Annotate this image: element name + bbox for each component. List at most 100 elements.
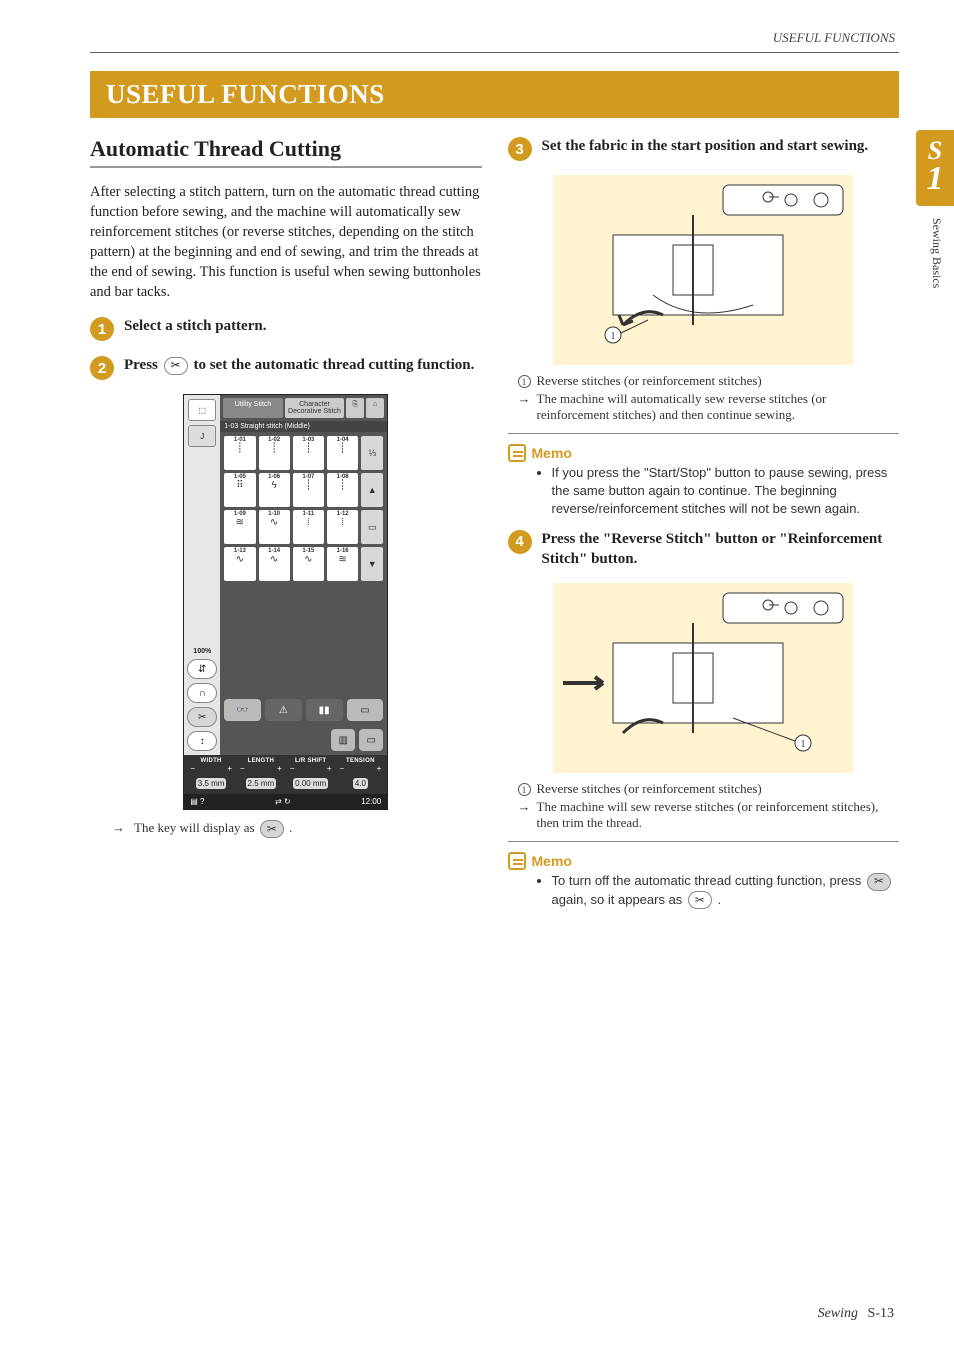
subsection-heading: Automatic Thread Cutting [90,136,482,168]
sewing-diagram-1: 1 [553,175,853,365]
lcd-stitch-cell: 1-12⦙ [327,510,358,544]
lcd-toolbar-button: ▭ [347,699,384,721]
step-3: 3 Set the fabric in the start position a… [508,136,900,161]
callout-text: Reverse stitches (or reinforcement stitc… [537,781,762,797]
lcd-stitch-cell: 1-05⠿ [224,473,255,507]
result-note: The key will display as ✂ . [112,820,482,838]
scissors-button-icon: ✂ [164,357,188,375]
lcd-stitch-grid: 1-01┊1-02┊1-03┊1-04┊⅓ 1-05⠿1-06ϟ1-07┊1-08… [220,432,387,695]
step-4: 4 Press the "Reverse Stitch" button or "… [508,529,900,570]
header-rule [90,52,899,53]
sewing-diagram-2: 1 [553,583,853,773]
scissors-button-icon: ✂ [867,873,891,891]
diagram-callouts: 1 Reverse stitches (or reinforcement stit… [518,781,900,797]
side-tab-label: Sewing Basics [924,218,944,288]
lcd-toolbar-button: ▭ [359,729,383,751]
memo-icon [508,444,526,462]
lcd-tab: Utility Stitch [223,398,283,418]
scissors-button-icon: ✂ [688,891,712,909]
lcd-oval-button: ⇵ [187,659,217,679]
step-2: 2 Press ✂ to set the automatic thread cu… [90,355,482,380]
step-text: Select a stitch pattern. [124,316,482,336]
lcd-stitch-cell: 1-09≋ [224,510,255,544]
lcd-stitch-cell: 1-02┊ [259,436,290,470]
diagram-arrow-note: The machine will sew reverse stitches (o… [518,799,900,831]
lcd-stitch-cell: 1-13∿ [224,547,255,581]
step-number-badge: 3 [508,137,532,161]
memo-label: Memo [532,853,572,869]
lcd-tab: Character Decorative Stitch [285,398,345,418]
result-text-a: The key will display as [134,820,258,835]
lcd-left-sidebar: ⬚ J 100% ⇵ ∩ ✂ ↕ [184,395,220,755]
lcd-stitch-cell: 1-10∿ [259,510,290,544]
svg-text:1: 1 [611,331,616,342]
callout-number: 1 [518,783,531,796]
step2-text-b: to set the automatic thread cutting func… [193,357,474,373]
step-text: Press the "Reverse Stitch" button or "Re… [542,529,900,570]
memo-box-2: Memo To turn off the automatic thread cu… [508,852,900,909]
arrow-note-text: The machine will automatically sew rever… [537,391,900,423]
lcd-stitch-cell: 1-04┊ [327,436,358,470]
step-text: Set the fabric in the start position and… [542,136,900,156]
callout-number: 1 [518,375,531,388]
lcd-tab-icon: ⌂ [366,398,384,418]
memo-icon [508,852,526,870]
lcd-stitch-cell: 1-15∿ [293,547,324,581]
lcd-toolbar-button: ▥ [331,729,355,751]
lcd-stitch-cell: 1-06ϟ [259,473,290,507]
lcd-stitch-cell: 1-03┊ [293,436,324,470]
lcd-toolbar-button: ▮▮ [306,699,343,721]
callout-text: Reverse stitches (or reinforcement stitc… [537,373,762,389]
lcd-scissors-button: ✂ [187,707,217,727]
footer-section: Sewing [818,1306,858,1321]
lcd-toolbar: 👓 ⚠ ▮▮ ▭ [220,695,387,725]
step2-text-a: Press [124,357,162,373]
thin-rule [508,433,900,434]
step-number-badge: 4 [508,530,532,554]
lcd-toolbar-2: ▥ ▭ [220,725,387,755]
lcd-icon: J [188,425,216,447]
lcd-width-value: 3.5 mm [196,778,227,789]
lcd-oval-button: ∩ [187,683,217,703]
lcd-length-value: 2.5 mm [246,778,277,789]
lcd-zoom-label: 100% [193,648,211,655]
lcd-icon: ⬚ [188,399,216,421]
memo-text: If you press the "Start/Stop" button to … [552,464,900,519]
svg-text:1: 1 [801,739,806,750]
arrow-note-text: The machine will sew reverse stitches (o… [537,799,900,831]
lcd-shift-value: 0.00 mm [293,778,328,789]
step-1: 1 Select a stitch pattern. [90,316,482,341]
lcd-stitch-cell: 1-07┊ [293,473,324,507]
left-column: Automatic Thread Cutting After selecting… [90,136,482,919]
lcd-stitch-cell: 1-11⦙ [293,510,324,544]
running-header: USEFUL FUNCTIONS [90,30,899,46]
memo-label: Memo [532,445,572,461]
diagram-arrow-note: The machine will automatically sew rever… [518,391,900,423]
chapter-side-tab: S 1 [916,130,954,206]
lcd-bottom-panel: WIDTH−+3.5 mm LENGTH−+2.5 mm L/R SHIFT−+… [184,755,387,809]
footer-page-number: S-13 [868,1306,894,1321]
thin-rule [508,841,900,842]
lcd-side-button: ⅓ [361,436,383,470]
intro-paragraph: After selecting a stitch pattern, turn o… [90,182,482,302]
memo-text: To turn off the automatic thread cutting… [552,872,900,909]
lcd-stitch-cell: 1-01┊ [224,436,255,470]
page-footer: Sewing S-13 [818,1306,894,1322]
memo2-a: To turn off the automatic thread cutting… [552,873,865,888]
machine-lcd-screenshot: ⬚ J 100% ⇵ ∩ ✂ ↕ Utility Stitch Characte… [183,394,388,810]
side-tab-number: 1 [916,162,954,196]
lcd-toolbar-button: ⚠ [265,699,302,721]
lcd-main-area: Utility Stitch Character Decorative Stit… [220,395,387,755]
lcd-status-mid: ⇄ ↻ [275,797,291,806]
memo-box-1: Memo If you press the "Start/Stop" butto… [508,444,900,519]
lcd-stitch-cell: 1-08┊ [327,473,358,507]
lcd-stitch-cell: 1-14∿ [259,547,290,581]
lcd-stitch-cell: 1-16≋ [327,547,358,581]
result-text-b: . [289,820,292,835]
memo2-c: . [718,892,722,907]
two-column-layout: Automatic Thread Cutting After selecting… [90,136,899,919]
lcd-clock: 12:00 [361,797,381,806]
lcd-side-button: ▭ [361,510,383,544]
right-column: 3 Set the fabric in the start position a… [508,136,900,919]
lcd-toolbar-button: 👓 [224,699,261,721]
